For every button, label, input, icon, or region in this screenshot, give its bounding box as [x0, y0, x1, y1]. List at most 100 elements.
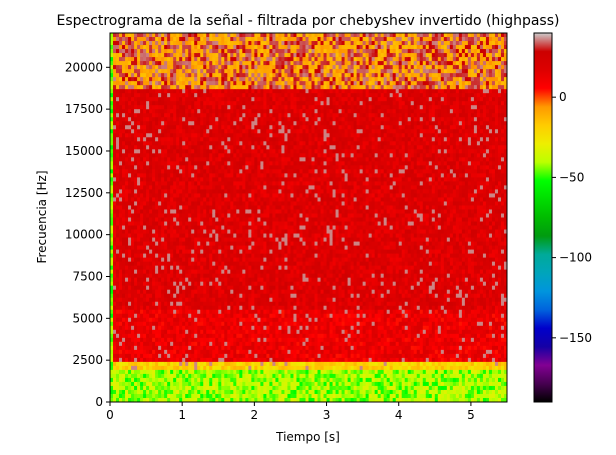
heatmap-cell [227, 273, 231, 279]
heatmap-cell [236, 133, 240, 138]
heatmap-cell [212, 85, 216, 90]
heatmap-cell [197, 349, 201, 355]
heatmap-cell [221, 289, 225, 295]
heatmap-cell [200, 129, 204, 134]
heatmap-cell [251, 69, 255, 74]
heatmap-cell [170, 133, 174, 138]
heatmap-cell [149, 121, 153, 126]
heatmap-cell [149, 305, 153, 311]
heatmap-cell [257, 185, 261, 190]
heatmap-cell [185, 389, 189, 395]
heatmap-cell [176, 109, 180, 114]
heatmap-cell [161, 249, 165, 254]
heatmap-cell [263, 165, 267, 170]
heatmap-cell [182, 41, 186, 46]
heatmap-cell [227, 129, 231, 134]
heatmap-cell [116, 161, 120, 166]
heatmap-cell [149, 265, 153, 271]
heatmap-cell [257, 129, 261, 134]
heatmap-cell [149, 53, 153, 58]
heatmap-cell [110, 349, 114, 355]
heatmap-cell [191, 129, 195, 134]
heatmap-cell [215, 361, 219, 367]
heatmap-cell [194, 69, 198, 74]
heatmap-cell [218, 117, 222, 122]
heatmap-cell [233, 89, 237, 94]
heatmap-cell [200, 389, 204, 395]
heatmap-cell [242, 337, 246, 343]
heatmap-cell [182, 153, 186, 158]
heatmap-cell [257, 293, 261, 299]
heatmap-cell [257, 281, 261, 287]
heatmap-cell [161, 381, 165, 387]
heatmap-cell [206, 349, 210, 355]
heatmap-cell [140, 353, 144, 359]
heatmap-cell [254, 341, 258, 347]
heatmap-cell [170, 365, 174, 371]
heatmap-cell [236, 301, 240, 307]
heatmap-cell [131, 349, 135, 355]
heatmap-cell [206, 257, 210, 263]
heatmap-cell [149, 341, 153, 347]
heatmap-cell [206, 141, 210, 146]
heatmap-cell [206, 301, 210, 307]
heatmap-cell [227, 389, 231, 395]
heatmap-cell [146, 41, 150, 46]
heatmap-cell [125, 205, 129, 210]
heatmap-cell [155, 61, 159, 66]
heatmap-cell [215, 137, 219, 142]
heatmap-cell [176, 285, 180, 291]
heatmap-cell [185, 241, 189, 246]
heatmap-cell [215, 85, 219, 90]
heatmap-cell [116, 89, 120, 94]
heatmap-cell [245, 173, 249, 178]
heatmap-cell [137, 277, 141, 283]
heatmap-cell [269, 113, 273, 118]
heatmap-cell [164, 237, 168, 242]
heatmap-cell [191, 213, 195, 218]
heatmap-cell [182, 345, 186, 351]
heatmap-cell [203, 37, 207, 42]
heatmap-cell [161, 101, 165, 106]
heatmap-cell [266, 117, 270, 122]
heatmap-cell [149, 109, 153, 114]
heatmap-cell [173, 365, 177, 371]
heatmap-cell [248, 297, 252, 303]
heatmap-cell [131, 317, 135, 323]
heatmap-cell [149, 237, 153, 242]
heatmap-cell [143, 137, 147, 142]
heatmap-cell [158, 373, 162, 379]
heatmap-cell [218, 133, 222, 138]
heatmap-cell [221, 53, 225, 58]
heatmap-cell [212, 65, 216, 70]
heatmap-cell [257, 61, 261, 66]
heatmap-cell [272, 137, 276, 142]
heatmap-cell [113, 301, 117, 307]
heatmap-cell [161, 329, 165, 335]
heatmap-cell [149, 309, 153, 315]
heatmap-cell [245, 73, 249, 78]
heatmap-cell [125, 149, 129, 154]
heatmap-cell [131, 253, 135, 259]
heatmap-cell [185, 361, 189, 367]
heatmap-cell [215, 53, 219, 58]
heatmap-cell [134, 169, 138, 174]
heatmap-cell [197, 77, 201, 82]
heatmap-cell [215, 257, 219, 263]
heatmap-cell [182, 141, 186, 146]
heatmap-cell [215, 385, 219, 391]
heatmap-cell [227, 329, 231, 335]
heatmap-cell [167, 325, 171, 331]
heatmap-cell [134, 345, 138, 351]
heatmap-cell [212, 225, 216, 230]
heatmap-cell [143, 65, 147, 70]
heatmap-cell [242, 209, 246, 214]
heatmap-cell [164, 45, 168, 50]
heatmap-cell [188, 297, 192, 303]
heatmap-cell [251, 37, 255, 42]
heatmap-cell [116, 157, 120, 162]
heatmap-cell [131, 261, 135, 267]
heatmap-cell [185, 205, 189, 210]
heatmap-cell [137, 161, 141, 166]
heatmap-cell [260, 225, 264, 230]
